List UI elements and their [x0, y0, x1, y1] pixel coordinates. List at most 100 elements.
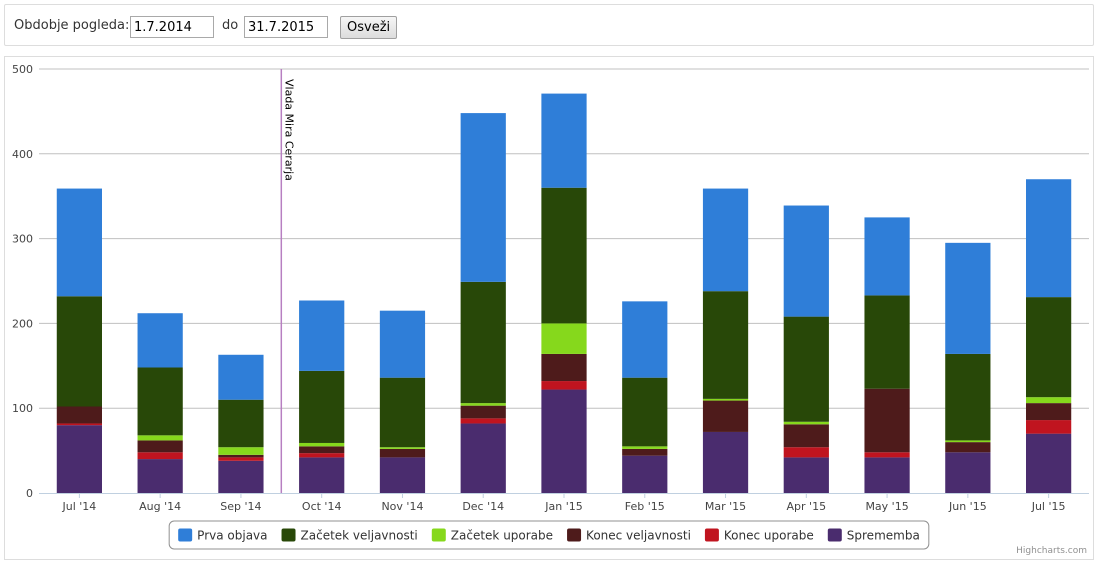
bar-segment[interactable]: [541, 389, 587, 493]
bar-segment[interactable]: [56, 188, 102, 297]
bar-segment[interactable]: [945, 353, 991, 441]
bar-segment[interactable]: [702, 431, 749, 493]
bar-segment[interactable]: [218, 457, 264, 461]
legend-swatch[interactable]: [431, 528, 446, 542]
bar-segment[interactable]: [299, 457, 345, 493]
bar-segment[interactable]: [299, 446, 345, 454]
bar-segment[interactable]: [460, 405, 506, 419]
x-tick-label: Feb '15: [625, 500, 665, 513]
bar-segment[interactable]: [945, 440, 991, 443]
bar-segment[interactable]: [460, 403, 506, 406]
bar-segment[interactable]: [460, 423, 506, 493]
bar-segment[interactable]: [299, 453, 345, 458]
bar-segment[interactable]: [945, 242, 991, 354]
bar-segment[interactable]: [864, 388, 910, 453]
bar-segment[interactable]: [137, 367, 183, 436]
bar-segment[interactable]: [56, 406, 102, 424]
legend-box: [168, 520, 930, 550]
bar-segment[interactable]: [218, 460, 264, 493]
date-to-input[interactable]: [244, 16, 328, 38]
bar-segment[interactable]: [702, 398, 749, 401]
bar-segment[interactable]: [379, 310, 426, 378]
bar-segment[interactable]: [460, 113, 506, 282]
bar-segment[interactable]: [702, 400, 749, 432]
y-tick-label: 400: [12, 148, 33, 161]
bar-segment[interactable]: [1026, 420, 1072, 434]
legend-swatch[interactable]: [827, 528, 842, 542]
bar-segment[interactable]: [218, 447, 264, 455]
x-tick-label: Jan '15: [544, 500, 582, 513]
bar-segment[interactable]: [218, 454, 264, 458]
bar-segment[interactable]: [783, 421, 829, 425]
to-label: do: [222, 18, 239, 33]
bar-segment[interactable]: [622, 301, 668, 378]
bar-segment[interactable]: [864, 295, 910, 389]
legend-item-label[interactable]: Konec veljavnosti: [586, 529, 691, 543]
bar-segment[interactable]: [622, 455, 668, 493]
bar-segment[interactable]: [622, 446, 668, 449]
bar-segment[interactable]: [945, 442, 991, 453]
bar-segment[interactable]: [137, 452, 183, 460]
bar-segment[interactable]: [541, 187, 587, 324]
bar-segment[interactable]: [1026, 403, 1072, 421]
bar-segment[interactable]: [783, 424, 829, 448]
bar-segment[interactable]: [1026, 297, 1072, 398]
bar-segment[interactable]: [783, 457, 829, 493]
bar-segment[interactable]: [1026, 397, 1072, 404]
bar-segment[interactable]: [541, 381, 587, 390]
bar-segment[interactable]: [299, 442, 345, 447]
legend-swatch[interactable]: [178, 528, 193, 542]
bar-segment[interactable]: [622, 377, 668, 447]
bar-segment[interactable]: [137, 435, 183, 441]
bar-segment[interactable]: [864, 217, 910, 296]
legend-item-label[interactable]: Sprememba: [847, 529, 920, 543]
bar-segment[interactable]: [137, 313, 183, 368]
bar-segment[interactable]: [541, 353, 587, 382]
legend-item-label[interactable]: Prva objava: [197, 529, 267, 543]
bar-segment[interactable]: [56, 425, 102, 493]
x-tick-label: Aug '14: [139, 500, 181, 513]
period-filter-bar: Obdobje pogleda: do Osveži: [4, 4, 1094, 46]
bar-segment[interactable]: [460, 281, 506, 404]
bar-segment[interactable]: [218, 399, 264, 448]
bar-segment[interactable]: [541, 323, 587, 354]
bar-segment[interactable]: [1026, 179, 1072, 298]
x-tick-label: Jul '14: [61, 500, 96, 513]
bar-segment[interactable]: [864, 452, 910, 458]
date-from-input[interactable]: [130, 16, 214, 38]
legend-item-label[interactable]: Začetek veljavnosti: [301, 529, 418, 543]
bar-segment[interactable]: [864, 457, 910, 493]
bar-segment[interactable]: [460, 418, 506, 424]
bar-segment[interactable]: [945, 452, 991, 493]
bar-segment[interactable]: [379, 448, 426, 458]
bar-segment[interactable]: [56, 423, 102, 426]
legend-item-label[interactable]: Konec uporabe: [724, 529, 814, 543]
chart-container: 0 100 200 300 400 500 Jul '14 Aug '14 Sep '14 Oct…: [4, 56, 1094, 560]
bar-segment[interactable]: [137, 440, 183, 453]
bar-segment[interactable]: [56, 296, 102, 407]
bar-segment[interactable]: [379, 447, 426, 449]
legend-swatch[interactable]: [281, 528, 296, 542]
bar-segment[interactable]: [783, 447, 829, 458]
legend-swatch[interactable]: [704, 528, 719, 542]
y-tick-label: 100: [12, 402, 33, 415]
period-label: Obdobje pogleda:: [14, 18, 130, 33]
bar-segment[interactable]: [622, 448, 668, 456]
bar-segment[interactable]: [299, 370, 345, 443]
bar-segment[interactable]: [783, 316, 829, 422]
bar-segment[interactable]: [702, 291, 749, 399]
refresh-button[interactable]: Osveži: [340, 16, 398, 39]
bar-segment[interactable]: [137, 459, 183, 493]
bar-segment[interactable]: [299, 300, 345, 371]
bar-segment[interactable]: [379, 377, 426, 448]
bar-segment[interactable]: [379, 457, 426, 493]
bar-segment[interactable]: [702, 188, 749, 292]
bar-segment[interactable]: [1026, 433, 1072, 493]
bar-segment[interactable]: [541, 93, 587, 188]
legend-item-label[interactable]: Začetek uporabe: [451, 529, 553, 543]
bar-segment[interactable]: [783, 205, 829, 317]
stacked-column-chart: 0 100 200 300 400 500 Jul '14 Aug '14 Sep '14 Oct…: [12, 63, 1089, 556]
bar-segment[interactable]: [218, 354, 264, 400]
legend-swatch[interactable]: [567, 528, 582, 542]
credits-link[interactable]: Highcharts.com: [1016, 546, 1087, 556]
